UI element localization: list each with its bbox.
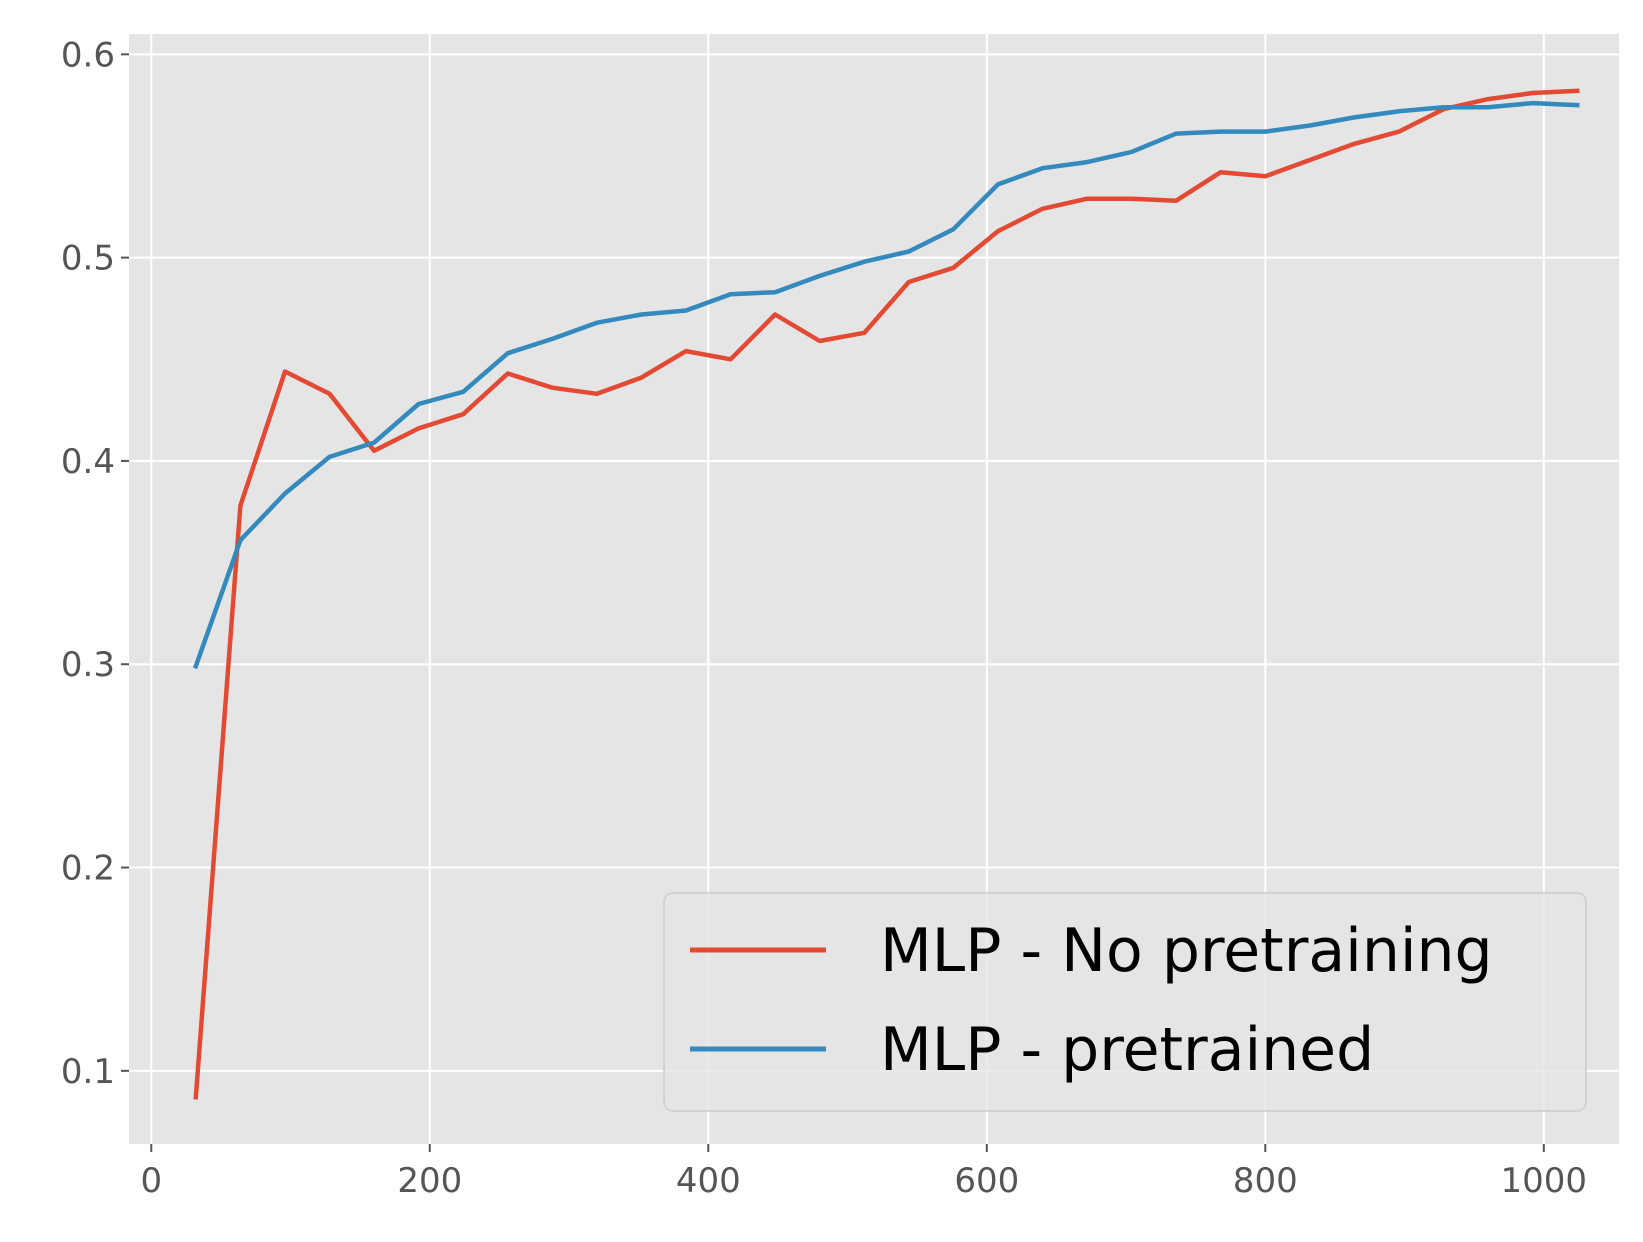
x-tick-label: 800 <box>1233 1161 1298 1201</box>
series-line-pretrained <box>192 100 1580 670</box>
legend-label-pretrained: MLP - pretrained <box>880 1015 1374 1085</box>
x-tick-label: 0 <box>140 1161 162 1201</box>
axis-ticks: 0 200 400 600 800 1000 0.1 0.2 0.3 0.4 0.5 0.6 <box>61 35 1587 1201</box>
legend-label-no-pretraining: MLP - No pretraining <box>880 916 1493 986</box>
series-line-no-pretraining <box>193 88 1580 1100</box>
x-tick-label: 600 <box>954 1161 1019 1201</box>
y-tick-label: 0.3 <box>61 645 115 685</box>
y-tick-label: 0.4 <box>61 442 115 482</box>
x-tick-label: 400 <box>676 1161 741 1201</box>
y-tick-label: 0.1 <box>61 1052 115 1092</box>
y-tick-label: 0.6 <box>61 35 115 75</box>
y-tick-label: 0.5 <box>61 239 115 279</box>
y-tick-label: 0.2 <box>61 849 115 889</box>
x-tick-label: 200 <box>397 1161 462 1201</box>
legend-box <box>663 892 1587 1112</box>
x-tick-label: 1000 <box>1501 1161 1588 1201</box>
legend: MLP - No pretraining MLP - pretrained <box>663 892 1587 1112</box>
series-layer <box>192 88 1580 1100</box>
